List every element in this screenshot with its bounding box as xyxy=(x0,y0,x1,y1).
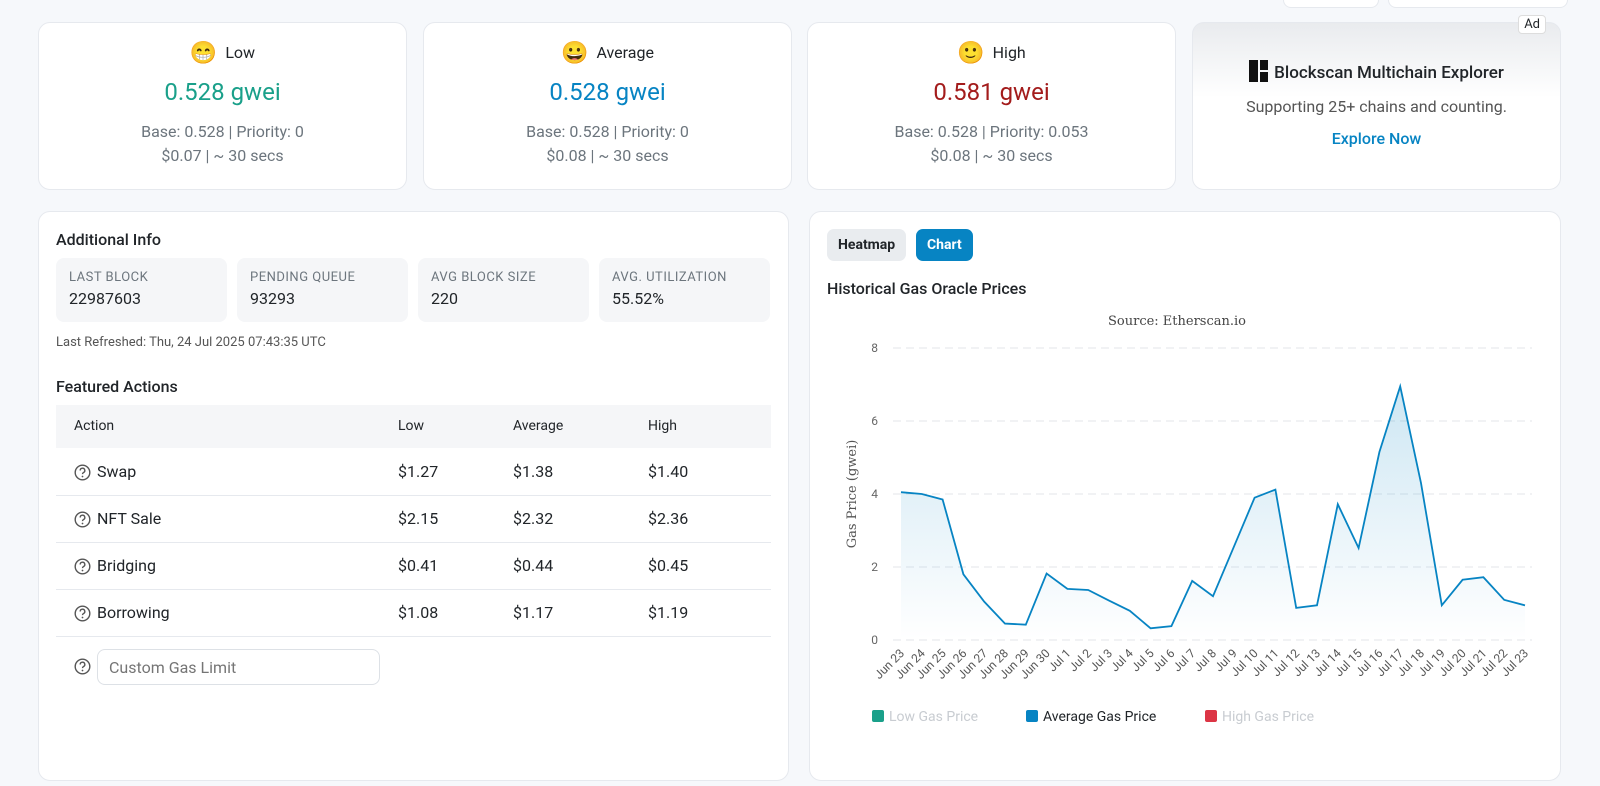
table-cell: $1.19 xyxy=(648,603,689,622)
ad-link[interactable]: Explore Now xyxy=(1331,129,1422,148)
table-cell: $0.41 xyxy=(398,556,439,575)
legend-label[interactable]: Low Gas Price xyxy=(889,709,978,725)
detail: Base: 0.528 | Priority: 0 xyxy=(141,122,304,141)
area xyxy=(901,386,1525,640)
y-tick-label: 8 xyxy=(871,341,878,355)
table-cell: NFT Sale xyxy=(97,509,162,528)
price: 0.528 gwei xyxy=(549,78,666,106)
stat-box: AVG BLOCK SIZE 220 xyxy=(418,258,589,322)
table-cell: Borrowing xyxy=(97,603,170,622)
stat-value: 55.52% xyxy=(612,289,664,308)
refreshed: Last Refreshed: Thu, 24 Jul 2025 07:43:3… xyxy=(56,335,326,350)
legend-label[interactable]: High Gas Price xyxy=(1222,709,1314,725)
detail: Base: 0.528 | Priority: 0.053 xyxy=(894,122,1089,141)
icon: 😁 xyxy=(189,41,218,66)
chart-title: Historical Gas Oracle Prices xyxy=(827,279,1027,298)
label: Average xyxy=(596,43,654,62)
ad-text: Supporting 25+ chains and counting. xyxy=(1246,97,1507,116)
table-header-cell: High xyxy=(648,418,677,434)
y-tick-label: 0 xyxy=(871,633,878,647)
table-cell: Swap xyxy=(97,462,137,481)
ad-card[interactable]: Ad Blockscan Multichain Explorer Support… xyxy=(1192,15,1561,190)
stat-value: 220 xyxy=(431,289,458,308)
table-cell: $2.36 xyxy=(648,509,689,528)
table-cell: $1.08 xyxy=(398,603,439,622)
legend-swatch[interactable] xyxy=(1205,710,1217,722)
table-cell: $2.15 xyxy=(398,509,439,528)
y-tick-label: 2 xyxy=(871,560,878,574)
gas-card: 🙂 High 0.581 gwei Base: 0.528 | Priority:… xyxy=(807,22,1176,190)
tab[interactable]: Heatmap xyxy=(827,229,907,261)
stat-value: 22987603 xyxy=(69,289,141,308)
ad-title: Blockscan Multichain Explorer xyxy=(1193,60,1560,83)
table-header-cell: Low xyxy=(398,418,425,434)
gas-card: 😁 Low 0.528 gwei Base: 0.528 | Priority: … xyxy=(38,22,407,190)
stat-box: AVG. UTILIZATION 55.52% xyxy=(599,258,770,322)
section-title: Additional Info xyxy=(56,230,161,249)
legend-swatch[interactable] xyxy=(872,710,884,722)
help-icon xyxy=(74,605,91,622)
table-cell: $1.17 xyxy=(513,603,554,622)
logo xyxy=(1249,60,1269,82)
stat-label: AVG BLOCK SIZE xyxy=(431,270,537,285)
gas-card: 😀 Average 0.528 gwei Base: 0.528 | Priori… xyxy=(423,22,792,190)
label: High xyxy=(992,43,1026,62)
chart-subtitle: Source: Etherscan.io xyxy=(1108,314,1246,329)
stat-box: LAST BLOCK 22987603 xyxy=(56,258,227,322)
custom-gas-input[interactable] xyxy=(97,649,380,685)
table-header-cell: Action xyxy=(74,418,115,434)
chart-panel xyxy=(809,211,1561,781)
stat-label: AVG. UTILIZATION xyxy=(612,270,727,285)
help-icon xyxy=(74,511,91,528)
table-cell: Bridging xyxy=(97,556,156,575)
section-title: Featured Actions xyxy=(56,377,178,396)
table-cell: $0.45 xyxy=(648,556,689,575)
y-tick-label: 6 xyxy=(871,414,878,428)
ad-badge: Ad xyxy=(1518,15,1546,34)
row-divider xyxy=(56,636,771,637)
table-cell: $1.40 xyxy=(648,462,689,481)
stat-label: PENDING QUEUE xyxy=(250,270,356,285)
table-header-cell: Average xyxy=(513,418,564,434)
icon: 😀 xyxy=(561,41,589,66)
table-cell: $1.27 xyxy=(398,462,439,481)
price: 0.581 gwei xyxy=(933,78,1050,106)
ad-title-text: Blockscan Multichain Explorer xyxy=(1274,63,1504,83)
help-icon xyxy=(74,558,91,575)
icon: 🙂 xyxy=(957,41,985,66)
legend-swatch[interactable] xyxy=(1026,710,1038,722)
stat-label: LAST BLOCK xyxy=(69,270,149,285)
row-divider xyxy=(56,589,771,590)
label: Low xyxy=(225,43,256,62)
row-divider xyxy=(56,542,771,543)
cost: $0.08 | ~ 30 secs xyxy=(930,146,1053,165)
table-cell: $2.32 xyxy=(513,509,554,528)
help-icon xyxy=(74,464,91,481)
cost: $0.07 | ~ 30 secs xyxy=(161,146,284,165)
help-icon xyxy=(74,658,91,675)
row-divider xyxy=(56,495,771,496)
line xyxy=(900,382,1526,630)
cost: $0.08 | ~ 30 secs xyxy=(546,146,669,165)
stat-box: PENDING QUEUE 93293 xyxy=(237,258,408,322)
table-cell: $1.38 xyxy=(513,462,554,481)
table-cell: $0.44 xyxy=(513,556,554,575)
legend-label[interactable]: Average Gas Price xyxy=(1043,709,1156,725)
price: 0.528 gwei xyxy=(164,78,281,106)
y-tick-label: 4 xyxy=(871,487,878,501)
tab[interactable]: Chart xyxy=(916,229,973,261)
y-axis-label: Gas Price (gwei) xyxy=(845,440,860,549)
stat-value: 93293 xyxy=(250,289,295,308)
table-header xyxy=(56,405,771,448)
detail: Base: 0.528 | Priority: 0 xyxy=(526,122,689,141)
